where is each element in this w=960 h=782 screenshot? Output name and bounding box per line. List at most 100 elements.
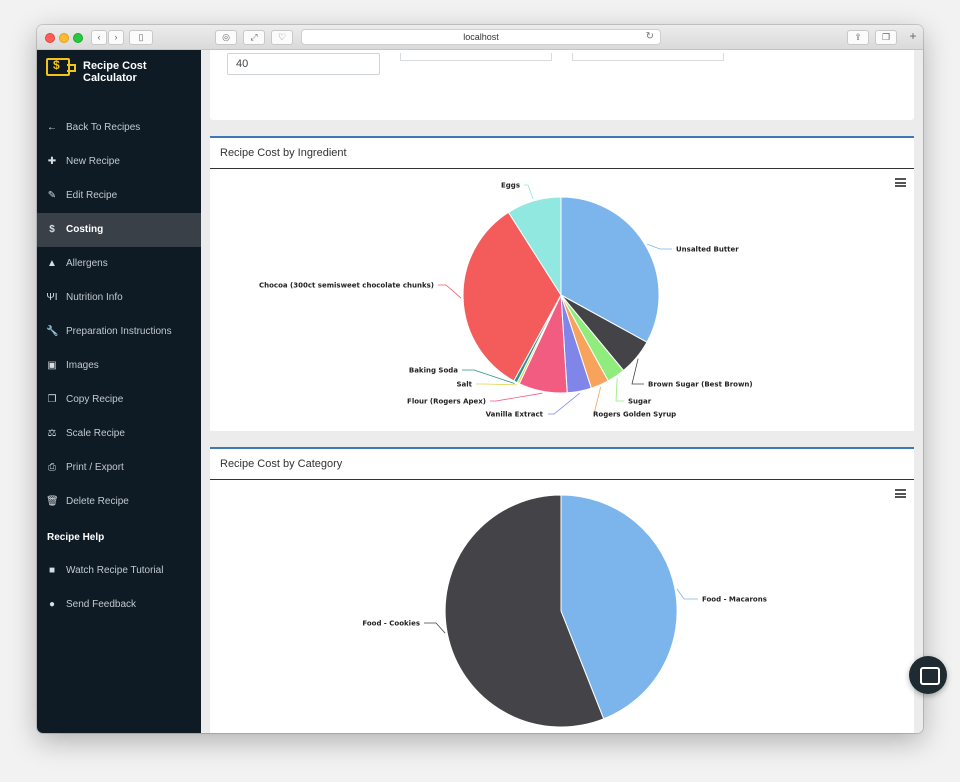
sidebar-item-costing[interactable]: $ Costing	[37, 213, 201, 247]
chart-title: Recipe Cost by Category	[220, 458, 343, 470]
chart-menu-icon[interactable]	[895, 178, 906, 187]
pie-label: Food - Macarons	[702, 596, 767, 604]
chart-card-ingredient: Recipe Cost by Ingredient Unsalted Butte…	[210, 136, 914, 431]
pie-connector	[676, 588, 698, 600]
minimize-window-button[interactable]	[59, 33, 69, 43]
pie-connector	[490, 392, 543, 402]
back-nav-icon[interactable]: ‹	[91, 30, 107, 45]
pie-connector	[476, 383, 518, 386]
sidebar-item-label: Watch Recipe Tutorial	[66, 565, 164, 576]
pie-slice[interactable]	[444, 494, 605, 728]
pie-label: Chocoa (300ct semisweet chocolate chunks…	[259, 282, 434, 290]
main-content: 40 Recipe Cost by Ingredient Unsalted Bu…	[201, 50, 923, 733]
sidebar-item-preparation-instructions[interactable]: 🔧 Preparation Instructions	[37, 315, 201, 349]
pie-label: Flour (Rogers Apex)	[407, 398, 486, 406]
pie-slice[interactable]	[462, 211, 562, 382]
pie-label: Unsalted Butter	[676, 246, 739, 254]
image-icon: ▣	[47, 360, 57, 371]
sidebar-item-delete-recipe[interactable]: 🗑 Delete Recipe	[37, 485, 201, 519]
copy-icon: ❐	[47, 394, 57, 405]
sidebar-item-new-recipe[interactable]: ✚ New Recipe	[37, 145, 201, 179]
sidebar-item-copy-recipe[interactable]: ❐ Copy Recipe	[37, 383, 201, 417]
pie-connector	[438, 284, 462, 299]
pencil-icon: ✎	[47, 190, 57, 201]
address-text: localhost	[463, 32, 499, 42]
close-window-button[interactable]	[45, 33, 55, 43]
pie-connector	[424, 622, 446, 634]
calculator-logo-icon	[46, 58, 76, 76]
sidebar-item-label: Images	[66, 360, 99, 371]
ingredient-pie-chart: Unsalted Butter Brown Sugar (Best Brown) S…	[259, 182, 753, 419]
pie-slice[interactable]	[560, 196, 660, 343]
pie-connector	[548, 392, 580, 415]
sidebar-item-scale-recipe[interactable]: ⚖ Scale Recipe	[37, 417, 201, 451]
zoom-window-button[interactable]	[73, 33, 83, 43]
divider	[210, 168, 914, 169]
pie-connector	[615, 377, 624, 402]
help-heading: Recipe Help	[47, 532, 105, 543]
field-input[interactable]	[572, 53, 724, 61]
shield-icon[interactable]: ♡	[271, 30, 293, 45]
wrench-icon: 🔧	[46, 326, 59, 337]
field-input[interactable]	[400, 53, 552, 61]
chart-title: Recipe Cost by Ingredient	[220, 147, 347, 159]
sidebar-toggle-icon[interactable]: ▯	[129, 30, 153, 45]
sidebar-item-images[interactable]: ▣ Images	[37, 349, 201, 383]
pie-label: Salt	[456, 381, 472, 389]
chart-menu-icon[interactable]	[895, 489, 906, 498]
sidebar-item-watch-recipe-tutorial[interactable]: ■ Watch Recipe Tutorial	[37, 554, 201, 588]
trash-icon: 🗑	[46, 496, 59, 507]
reload-icon[interactable]: ↻	[645, 31, 654, 42]
pie-label: Food - Cookies	[362, 620, 420, 628]
quantity-input[interactable]: 40	[227, 53, 380, 75]
arrow-left-icon: ←	[47, 122, 57, 133]
sidebar-item-print-export[interactable]: ⎙ Print / Export	[37, 451, 201, 485]
new-tab-icon[interactable]: +	[909, 29, 917, 43]
pie-connector	[524, 184, 534, 200]
pie-connector	[646, 243, 672, 250]
tabs-overview-icon[interactable]: ❐	[875, 30, 897, 45]
video-icon: ■	[48, 565, 56, 576]
divider	[210, 479, 914, 480]
address-bar[interactable]: localhost ↻	[301, 29, 661, 45]
share-icon[interactable]: ⇪	[847, 30, 869, 45]
sidebar-item-label: Send Feedback	[66, 599, 137, 610]
pie-label: Rogers Golden Syrup	[593, 411, 676, 419]
chat-launcher-icon[interactable]	[909, 656, 947, 694]
forward-nav-icon[interactable]: ›	[108, 30, 124, 45]
comment-icon: ●	[48, 599, 56, 610]
sidebar-item-label: Costing	[66, 224, 104, 235]
utensils-icon: ΨΙ	[46, 292, 58, 303]
chart-card-category: Recipe Cost by Category Food - Macarons F…	[210, 447, 914, 733]
sidebar-item-label: Preparation Instructions	[66, 326, 172, 337]
sidebar-item-label: Edit Recipe	[66, 190, 118, 201]
brand[interactable]: Recipe Cost Calculator	[37, 50, 201, 86]
fullscreen-icon[interactable]: ⤢	[243, 30, 265, 45]
sidebar-item-label: Delete Recipe	[66, 496, 129, 507]
sidebar-item-allergens[interactable]: ▲ Allergens	[37, 247, 201, 281]
sidebar-item-send-feedback[interactable]: ● Send Feedback	[37, 588, 201, 622]
sidebar-item-back-to-recipes[interactable]: ← Back To Recipes	[37, 111, 201, 145]
pie-label: Eggs	[501, 182, 520, 190]
title-bar: ‹ › ▯ ◎ ⤢ ♡ localhost ↻ ⇪ ❐ +	[37, 25, 923, 50]
category-pie-chart: Food - Macarons Food - Cookies	[362, 494, 767, 728]
sidebar-item-label: Back To Recipes	[66, 122, 141, 133]
print-icon: ⎙	[48, 462, 56, 473]
sidebar-item-label: Print / Export	[66, 462, 124, 473]
sidebar-item-edit-recipe[interactable]: ✎ Edit Recipe	[37, 179, 201, 213]
sidebar: Recipe Cost Calculator ← Back To Recipes ✚…	[37, 50, 201, 733]
browser-window: ‹ › ▯ ◎ ⤢ ♡ localhost ↻ ⇪ ❐ + Recipe Cos…	[37, 25, 923, 733]
sidebar-item-nutrition-info[interactable]: ΨΙ Nutrition Info	[37, 281, 201, 315]
recipe-details-card: 40	[210, 50, 914, 120]
sidebar-item-label: Nutrition Info	[66, 292, 123, 303]
pie-label: Sugar	[628, 398, 652, 406]
pie-slice[interactable]	[560, 494, 678, 720]
pie-label: Brown Sugar (Best Brown)	[648, 381, 753, 389]
extension-icon[interactable]: ◎	[215, 30, 237, 45]
sidebar-item-label: New Recipe	[66, 156, 120, 167]
pie-slice[interactable]	[507, 196, 562, 297]
pie-label: Baking Soda	[409, 367, 458, 375]
plus-square-icon: ✚	[47, 156, 57, 167]
pie-connector	[593, 386, 602, 415]
balance-scale-icon: ⚖	[47, 428, 57, 439]
